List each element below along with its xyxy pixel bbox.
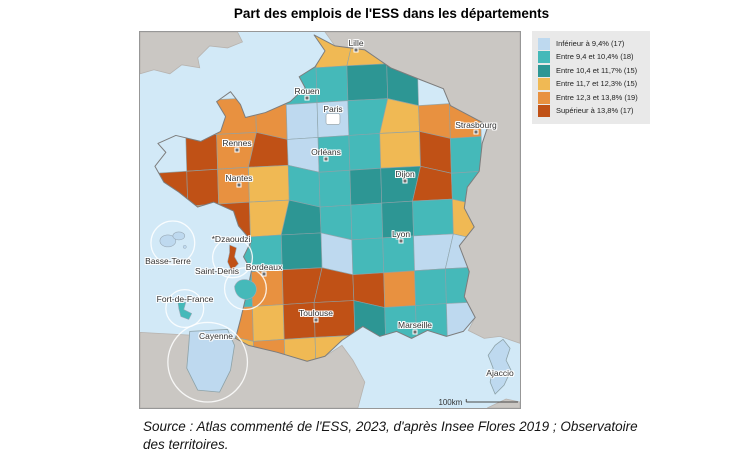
- legend-swatch: [538, 64, 550, 77]
- legend-label: Entre 12,3 et 13,8% (19): [556, 92, 638, 102]
- department-area: [282, 302, 316, 340]
- department-area: [412, 198, 454, 237]
- department-area: [414, 268, 447, 306]
- department-area: [283, 337, 317, 362]
- department-area: [252, 304, 285, 342]
- legend-item: Supérieur à 13,8% (17): [538, 105, 644, 117]
- scale-bar: 100km: [438, 398, 518, 407]
- legend-item: Entre 9,4 et 10,4% (18): [538, 51, 644, 63]
- guadeloupe-island-2: [172, 231, 186, 241]
- guyane-territory: [186, 329, 235, 393]
- department-area: [450, 136, 483, 174]
- department-area: [348, 133, 382, 171]
- legend-label: Entre 10,4 et 11,7% (15): [556, 65, 638, 75]
- legend-label: Supérieur à 13,8% (17): [556, 106, 634, 115]
- guadeloupe-ring: [150, 220, 196, 266]
- department-area: [318, 169, 352, 208]
- legend-swatch: [538, 37, 550, 50]
- department-area: [315, 65, 349, 103]
- department-area: [383, 270, 416, 308]
- england-land: [140, 32, 244, 75]
- legend-item: Inférieur à 9,4% (17): [538, 37, 644, 50]
- department-area: [248, 164, 290, 203]
- guadeloupe-islet: [182, 245, 187, 249]
- department-area: [350, 202, 384, 241]
- department-area: [349, 167, 383, 206]
- legend-swatch: [538, 78, 550, 90]
- source-caption: Source : Atlas commenté de l'ESS, 2023, …: [143, 419, 638, 453]
- department-area: [351, 237, 385, 276]
- department-area: [313, 300, 356, 338]
- legend-swatch: [538, 51, 550, 63]
- map-container: 100km Lille Rouen Paris Strasbourg Rennes Orl…: [139, 31, 521, 409]
- scale-label: 100km: [438, 398, 462, 407]
- department-area: [186, 168, 219, 207]
- legend-item: Entre 11,7 et 12,3% (15): [538, 78, 644, 90]
- legend-swatch: [538, 91, 550, 104]
- france-choropleth-map: 100km: [140, 32, 520, 408]
- legend-item: Entre 10,4 et 11,7% (15): [538, 64, 644, 77]
- department-area: [217, 166, 250, 205]
- department-area: [280, 232, 323, 271]
- department-area: [381, 200, 414, 239]
- legend-label: Entre 9,4 et 10,4% (18): [556, 52, 634, 61]
- guadeloupe-island: [159, 234, 177, 248]
- map-legend: Inférieur à 9,4% (17) Entre 9,4 et 10,4% …: [532, 31, 650, 124]
- legend-swatch: [538, 105, 550, 117]
- martinique-ring: [165, 288, 205, 329]
- overseas-insets: [150, 220, 267, 403]
- department-area: [382, 235, 415, 274]
- department-area: [250, 234, 283, 273]
- map-title: Part des emplois de l'ESS dans les dépar…: [233, 6, 550, 21]
- map-legend-items: Inférieur à 9,4% (17) Entre 9,4 et 10,4% …: [538, 37, 644, 117]
- mayotte-island: [227, 244, 239, 272]
- paris-inset-box: [325, 113, 341, 125]
- department-area: [317, 135, 351, 173]
- department-area: [346, 63, 389, 101]
- department-area: [379, 131, 421, 169]
- guyane-ring: [167, 321, 249, 403]
- corsica-island: [487, 338, 512, 395]
- legend-label: Entre 11,7 et 12,3% (15): [556, 79, 638, 88]
- legend-label: Inférieur à 9,4% (17): [556, 38, 625, 48]
- reunion-island: [234, 279, 257, 300]
- legend-item: Entre 12,3 et 13,8% (19): [538, 91, 644, 104]
- martinique-island: [177, 300, 193, 320]
- mayotte-ring: [211, 237, 254, 279]
- department-area: [285, 102, 319, 140]
- reunion-ring: [223, 267, 267, 311]
